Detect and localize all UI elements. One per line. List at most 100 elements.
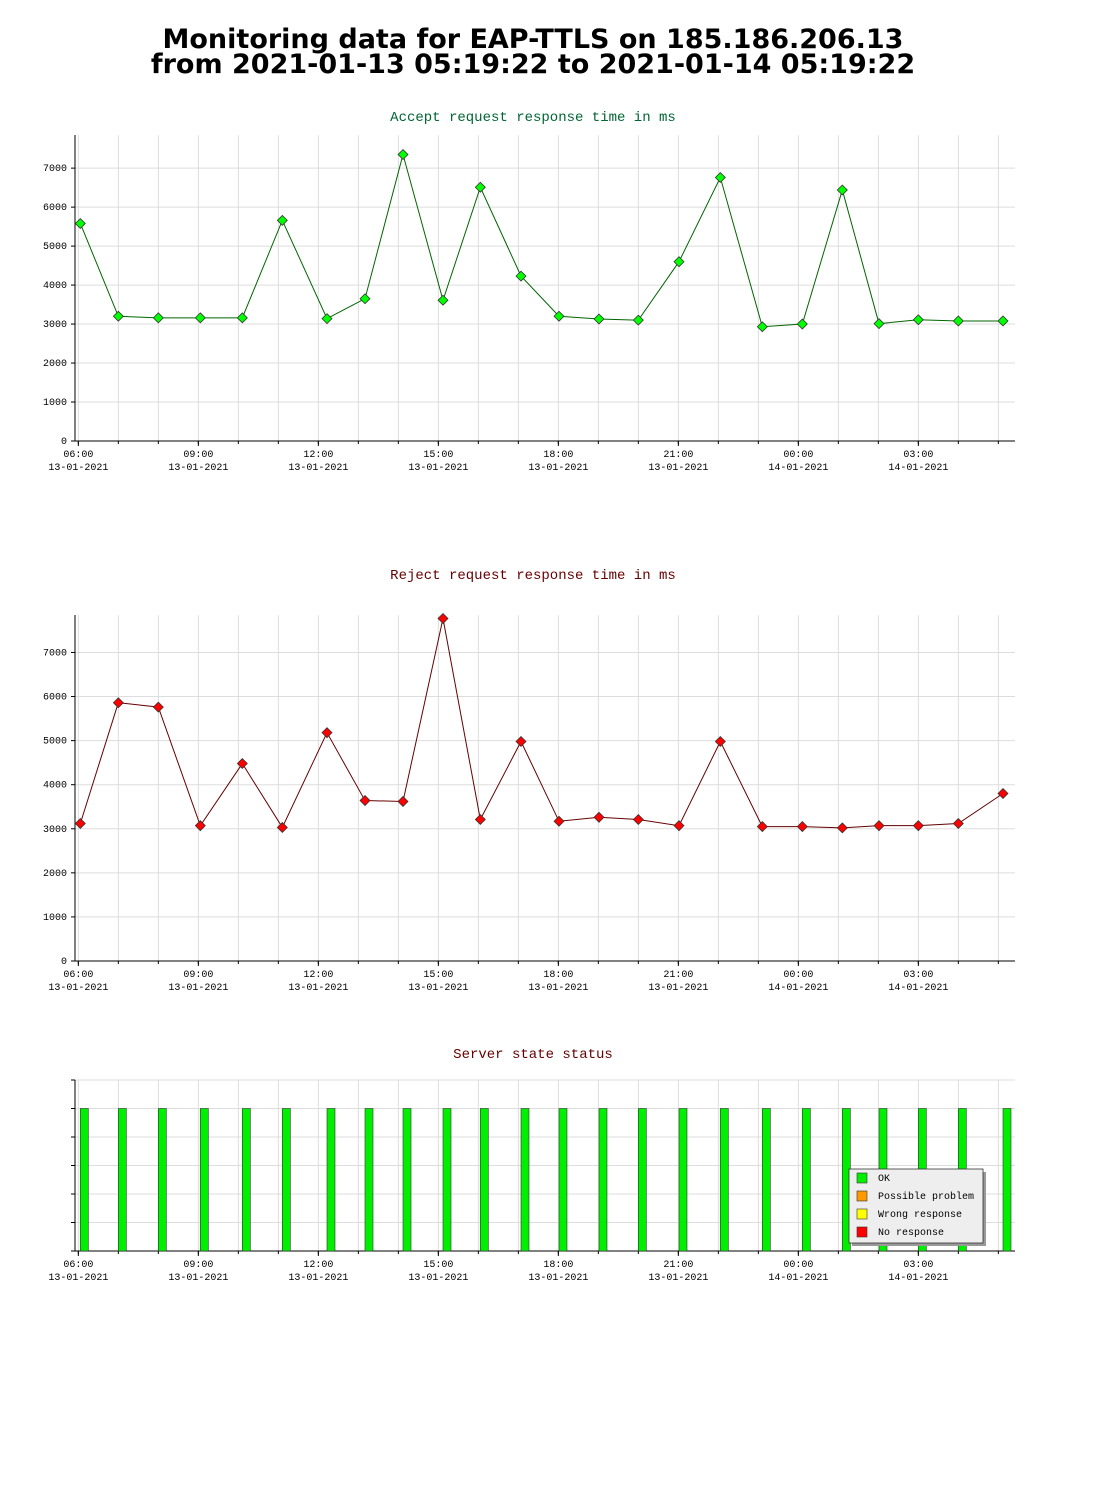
y-tick-label: 5000 xyxy=(43,242,67,253)
x-tick-label: 03:00 xyxy=(903,970,933,981)
data-point xyxy=(112,697,124,709)
y-tick-label: 7000 xyxy=(43,648,67,659)
data-point xyxy=(397,148,409,161)
y-tick-label: 2000 xyxy=(43,359,67,370)
y-tick-label: 1000 xyxy=(43,913,67,924)
data-point xyxy=(673,820,685,832)
page-title: Monitoring data for EAP-TTLS on 185.186.… xyxy=(163,24,904,55)
data-point xyxy=(593,811,605,823)
data-point xyxy=(553,310,565,322)
x-tick-label: 06:00 xyxy=(63,450,93,461)
x-tick-label: 03:00 xyxy=(903,1260,933,1271)
x-tick-date: 13-01-2021 xyxy=(648,983,708,994)
x-tick-label: 21:00 xyxy=(663,1260,693,1271)
data-point xyxy=(359,293,371,305)
x-tick-date: 14-01-2021 xyxy=(768,1273,828,1284)
x-tick-label: 12:00 xyxy=(303,1260,333,1271)
legend-label: No response xyxy=(878,1228,944,1239)
data-point xyxy=(112,310,124,322)
y-tick-label: 0 xyxy=(61,957,67,968)
data-point xyxy=(236,758,248,770)
legend-label: OK xyxy=(878,1174,890,1185)
legend-box xyxy=(848,1168,984,1244)
data-point xyxy=(593,313,605,325)
x-tick-label: 15:00 xyxy=(423,1260,453,1271)
legend-swatch xyxy=(856,1226,868,1238)
x-tick-date: 13-01-2021 xyxy=(408,463,468,474)
data-point xyxy=(152,312,164,324)
x-tick-label: 18:00 xyxy=(543,970,573,981)
status-bar xyxy=(598,1108,608,1252)
data-point xyxy=(836,822,848,834)
data-point xyxy=(515,270,527,282)
page-title: from 2021-01-13 05:19:22 to 2021-01-14 0… xyxy=(151,49,915,80)
data-point xyxy=(515,735,527,748)
status-bar xyxy=(118,1108,127,1252)
data-point xyxy=(756,821,768,833)
data-line xyxy=(79,618,1004,829)
y-tick-label: 3000 xyxy=(43,320,67,331)
chart-title: Reject request response time in ms xyxy=(390,568,676,584)
status-bar xyxy=(242,1108,251,1252)
status-bar xyxy=(402,1108,412,1252)
data-point xyxy=(632,813,644,826)
y-tick-label: 3000 xyxy=(43,825,67,836)
x-tick-date: 13-01-2021 xyxy=(648,463,708,474)
chart-title: Accept request response time in ms xyxy=(390,110,676,126)
x-tick-label: 09:00 xyxy=(183,970,213,981)
x-tick-date: 13-01-2021 xyxy=(288,463,348,474)
x-tick-date: 13-01-2021 xyxy=(48,983,108,994)
status-bar xyxy=(720,1108,729,1252)
status-bar xyxy=(1002,1108,1012,1252)
legend-label: Possible problem xyxy=(878,1191,974,1203)
status-bar xyxy=(802,1108,811,1252)
x-tick-date: 14-01-2021 xyxy=(888,463,948,474)
data-point xyxy=(474,813,486,826)
data-point xyxy=(321,727,333,739)
status-bar xyxy=(638,1108,647,1252)
x-tick-label: 06:00 xyxy=(63,1260,93,1271)
data-point xyxy=(673,256,685,268)
x-tick-date: 13-01-2021 xyxy=(408,1273,468,1284)
x-tick-label: 03:00 xyxy=(903,450,933,461)
x-tick-date: 14-01-2021 xyxy=(888,1273,948,1284)
y-tick-label: 7000 xyxy=(43,164,67,175)
x-tick-label: 18:00 xyxy=(543,1260,573,1271)
status-bar xyxy=(520,1108,530,1252)
status-bar xyxy=(364,1108,374,1252)
x-tick-label: 12:00 xyxy=(303,450,333,461)
status-bar xyxy=(558,1108,568,1252)
x-tick-label: 12:00 xyxy=(303,970,333,981)
y-tick-label: 2000 xyxy=(43,869,67,880)
data-point xyxy=(873,318,885,330)
x-tick-label: 15:00 xyxy=(423,970,453,981)
legend-swatch xyxy=(856,1172,868,1184)
x-tick-label: 18:00 xyxy=(543,450,573,461)
data-point xyxy=(74,217,86,230)
y-tick-label: 6000 xyxy=(43,203,67,214)
x-tick-label: 09:00 xyxy=(183,1260,213,1271)
legend-swatch xyxy=(856,1208,868,1220)
data-point xyxy=(796,821,808,833)
data-line xyxy=(79,152,1003,328)
data-point xyxy=(756,321,768,333)
x-tick-label: 15:00 xyxy=(423,450,453,461)
data-point xyxy=(152,701,164,713)
data-point xyxy=(236,312,248,324)
data-point xyxy=(952,315,964,327)
chart-title: Server state status xyxy=(453,1047,613,1063)
data-point xyxy=(796,318,808,330)
status-bar xyxy=(678,1108,688,1252)
x-tick-date: 13-01-2021 xyxy=(48,1273,108,1284)
status-bar xyxy=(80,1108,89,1252)
data-point xyxy=(873,820,885,832)
y-tick-label: 1000 xyxy=(43,398,67,409)
x-tick-date: 13-01-2021 xyxy=(528,983,588,994)
data-point xyxy=(276,214,288,226)
data-point xyxy=(437,613,449,625)
x-tick-date: 14-01-2021 xyxy=(888,983,948,994)
x-tick-date: 13-01-2021 xyxy=(288,983,348,994)
data-point xyxy=(997,787,1009,800)
x-tick-label: 00:00 xyxy=(783,970,813,981)
